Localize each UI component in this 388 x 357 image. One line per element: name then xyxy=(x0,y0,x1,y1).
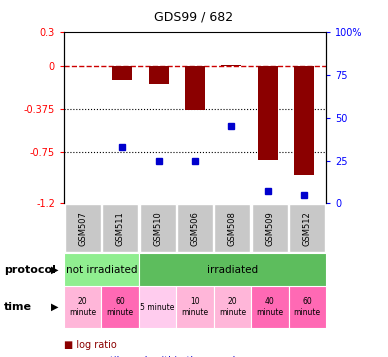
Text: protocol: protocol xyxy=(4,265,56,275)
Bar xyxy=(221,65,241,66)
Text: 60
minute: 60 minute xyxy=(294,297,321,317)
Text: time: time xyxy=(4,302,32,312)
Text: GSM509: GSM509 xyxy=(265,211,274,246)
Bar xyxy=(214,286,251,328)
Text: ■ percentile rank within the sample: ■ percentile rank within the sample xyxy=(64,356,241,357)
Bar xyxy=(252,205,288,252)
Bar xyxy=(101,286,139,328)
Bar xyxy=(258,66,278,160)
Text: 20
minute: 20 minute xyxy=(69,297,96,317)
Text: GSM507: GSM507 xyxy=(78,211,87,246)
Bar xyxy=(139,286,176,328)
Text: GSM512: GSM512 xyxy=(303,211,312,246)
Text: not irradiated: not irradiated xyxy=(66,265,137,275)
Bar xyxy=(140,205,175,252)
Text: 20
minute: 20 minute xyxy=(219,297,246,317)
Bar xyxy=(102,205,138,252)
Bar xyxy=(139,253,326,286)
Text: ▶: ▶ xyxy=(50,265,58,275)
Bar xyxy=(251,286,289,328)
Text: 5 minute: 5 minute xyxy=(140,302,175,312)
Text: GSM510: GSM510 xyxy=(153,211,162,246)
Text: GSM511: GSM511 xyxy=(116,211,125,246)
Text: 60
minute: 60 minute xyxy=(107,297,134,317)
Text: 40
minute: 40 minute xyxy=(256,297,283,317)
Text: ▶: ▶ xyxy=(50,302,58,312)
Bar xyxy=(294,66,314,175)
Text: GSM508: GSM508 xyxy=(228,211,237,246)
Text: 10
minute: 10 minute xyxy=(182,297,208,317)
Text: GDS99 / 682: GDS99 / 682 xyxy=(154,11,234,24)
Bar xyxy=(64,253,139,286)
Bar xyxy=(177,205,213,252)
Text: ■ log ratio: ■ log ratio xyxy=(64,340,117,350)
Bar xyxy=(112,66,132,80)
Bar xyxy=(215,205,250,252)
Bar xyxy=(289,286,326,328)
Bar xyxy=(176,286,214,328)
Text: GSM506: GSM506 xyxy=(191,211,199,246)
Bar xyxy=(65,205,101,252)
Bar xyxy=(64,286,101,328)
Text: irradiated: irradiated xyxy=(207,265,258,275)
Bar xyxy=(289,205,325,252)
Bar xyxy=(185,66,205,110)
Bar xyxy=(149,66,169,84)
